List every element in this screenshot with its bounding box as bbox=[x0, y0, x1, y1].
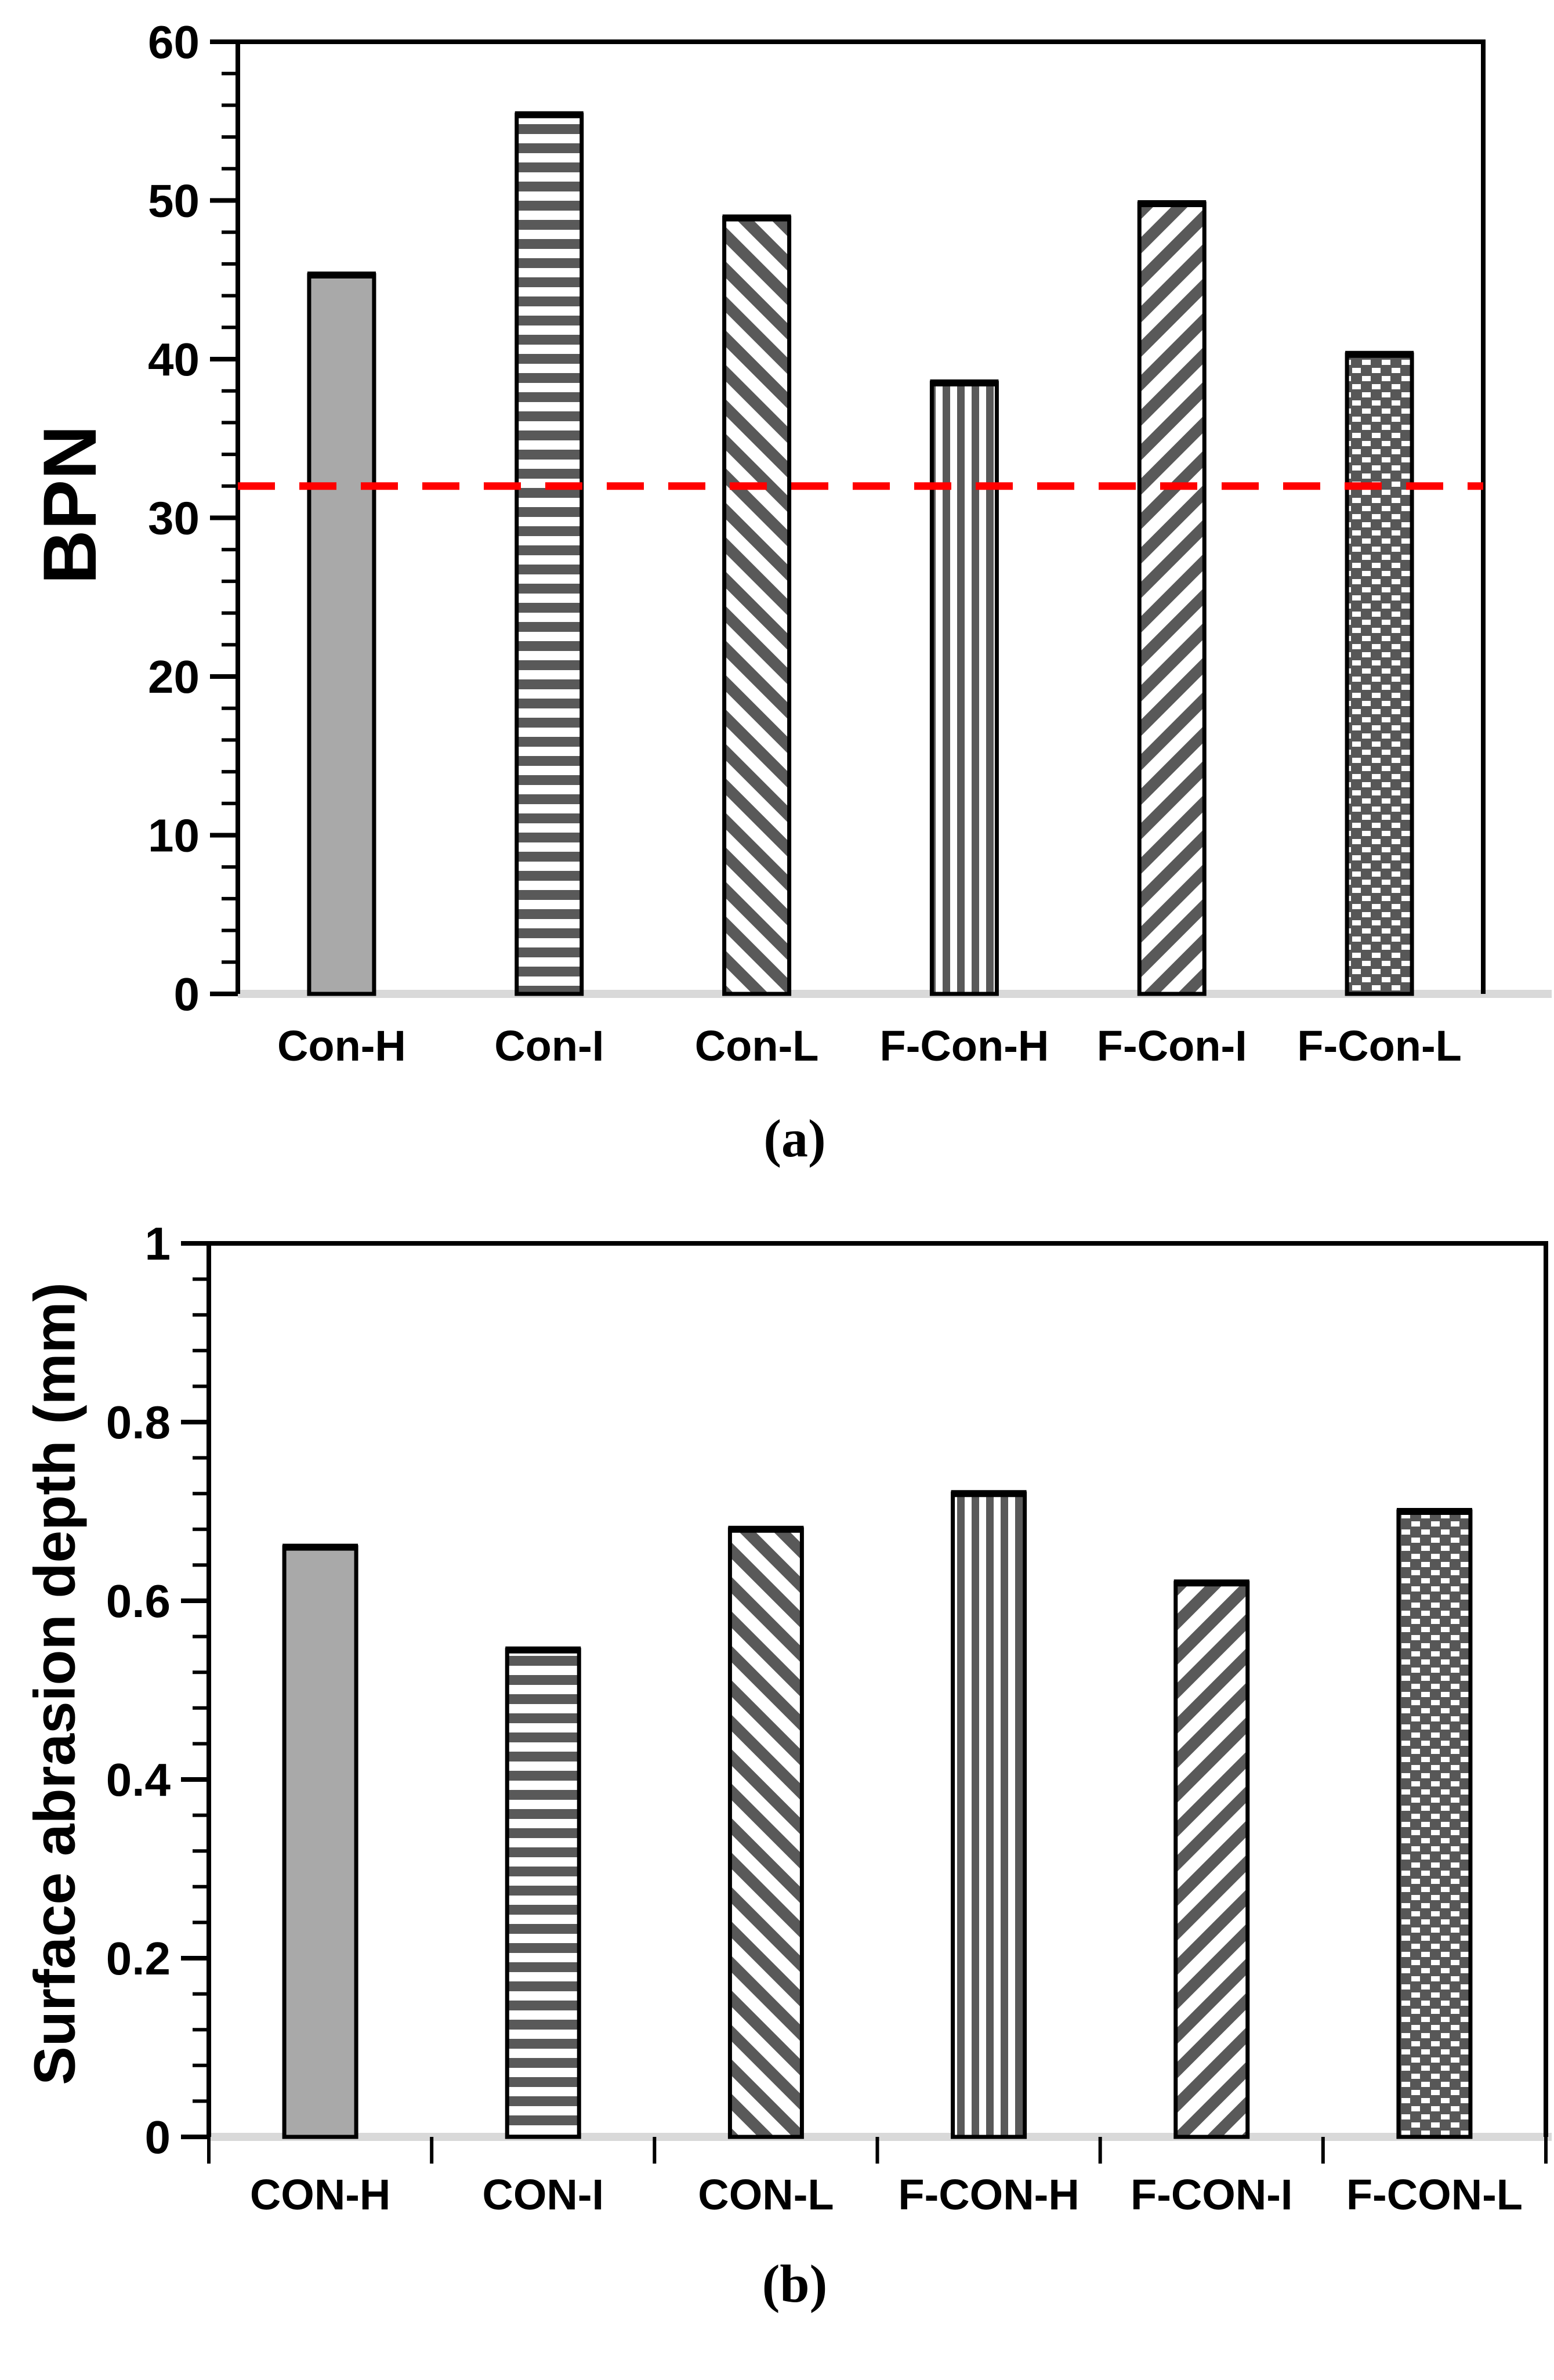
bar-con-h bbox=[307, 273, 376, 996]
y-tick-label: 0.4 bbox=[106, 1754, 171, 1806]
plot-frame bbox=[236, 39, 1486, 994]
x-category-label: CON-I bbox=[482, 2171, 604, 2219]
bar-f-con-i bbox=[1173, 1580, 1250, 2139]
bar-f-con-h bbox=[929, 381, 999, 996]
chart-b: 0 0.2 0.4 0.6 0.8 1 CON-H CON-I CON-L F-CON-H F-CO… bbox=[106, 1218, 1552, 2219]
x-category-label: CON-L bbox=[698, 2171, 834, 2219]
x-category-label: F-CON-I bbox=[1131, 2171, 1293, 2219]
x-category-label: Con-I bbox=[494, 1022, 604, 1070]
x-category-label: F-Con-H bbox=[880, 1022, 1049, 1070]
y-tick-label: 60 bbox=[148, 16, 200, 68]
y-tick-label: 30 bbox=[148, 493, 200, 544]
x-category-label: Con-L bbox=[695, 1022, 819, 1070]
y-tick-label: 1 bbox=[145, 1218, 171, 1269]
plot-frame bbox=[207, 1241, 1548, 2137]
y-tick-label: 20 bbox=[148, 651, 200, 703]
bar-f-con-i bbox=[1137, 201, 1207, 996]
bar-f-con-l bbox=[1396, 1509, 1473, 2139]
x-category-label: F-Con-L bbox=[1297, 1022, 1462, 1070]
bar-con-h bbox=[282, 1545, 358, 2139]
x-category-label: CON-H bbox=[250, 2171, 391, 2219]
panel-label-a: (a) bbox=[763, 1109, 826, 1168]
y-tick-label: 40 bbox=[148, 334, 200, 385]
bar-f-con-h bbox=[951, 1491, 1027, 2139]
panel-label-b: (b) bbox=[762, 2254, 828, 2313]
bar-con-i bbox=[515, 113, 584, 996]
chart-a-y-axis-title: BPN bbox=[27, 425, 112, 585]
y-tick-label: 0.2 bbox=[106, 1933, 171, 1984]
chart-b-y-axis-title: Surface abrasion depth (mm) bbox=[22, 1282, 88, 2085]
y-tick-label: 0.6 bbox=[106, 1575, 171, 1627]
x-category-label: F-CON-L bbox=[1346, 2171, 1523, 2219]
x-category-label: Con-H bbox=[277, 1022, 406, 1070]
y-tick-label: 0 bbox=[174, 968, 200, 1020]
y-tick-label: 0.8 bbox=[106, 1397, 171, 1448]
bar-con-l bbox=[722, 216, 792, 996]
y-tick-label: 50 bbox=[148, 175, 200, 227]
bar-f-con-l bbox=[1345, 352, 1414, 996]
chart-a: 0 10 20 30 40 50 60 Con-H Con-I Con-L F-Con-H F-Con… bbox=[148, 16, 1552, 1070]
bar-con-i bbox=[505, 1648, 581, 2139]
y-tick-label: 0 bbox=[145, 2111, 171, 2163]
bar-con-l bbox=[727, 1527, 804, 2139]
x-category-label: F-Con-I bbox=[1097, 1022, 1247, 1070]
y-tick-label: 10 bbox=[148, 810, 200, 862]
x-category-label: F-CON-H bbox=[898, 2171, 1079, 2219]
